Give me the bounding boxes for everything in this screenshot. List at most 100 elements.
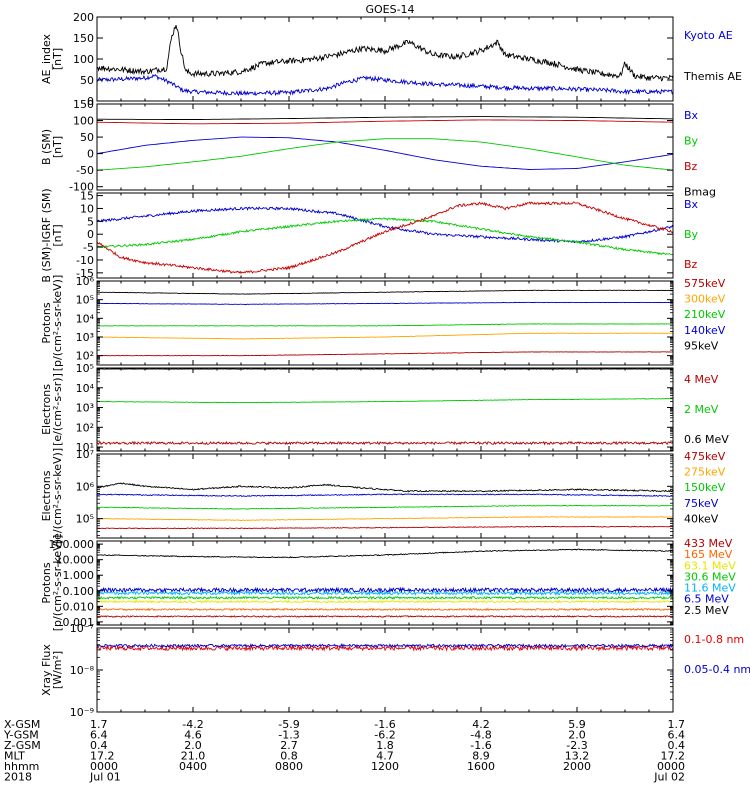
panel-ae: 0 50 100 150 200 AE_index[nT] Kyoto AE Themis A… <box>40 11 742 108</box>
y-axis-label: B (SM)-IGRF (SM)[nT] <box>40 188 64 282</box>
panel-xray: 10⁻⁹ 10⁻⁸ 10⁻⁷ Xray Flux[W/m²] 0.1-0.8 nm 0.0… <box>40 622 750 719</box>
ephemeris-value: 8.9 <box>472 750 490 763</box>
y-tick-label: 0.100 <box>63 585 95 598</box>
ephemeris-value: -1.6 <box>470 739 491 752</box>
legend-entry-protons_low-0: 575keV <box>684 277 726 290</box>
ephemeris-value: -2.3 <box>566 739 587 752</box>
ephemeris-value: 6.4 <box>90 729 108 742</box>
ephemeris-value: -4.8 <box>470 729 491 742</box>
series-line-protons_low-2 <box>97 323 673 327</box>
y-axis-label-line: Electrons <box>40 470 53 521</box>
legend-entry-bsm-0: Bx <box>684 109 699 122</box>
y-tick-label: 10⁻⁷ <box>70 622 94 635</box>
legend-entry-bsm-1: By <box>684 135 699 148</box>
panel-bsmigrf-series <box>97 201 673 275</box>
y-axis-label-line: AE_index <box>40 33 53 84</box>
y-tick-label: 10¹ <box>76 441 94 454</box>
y-tick-label: -50 <box>76 164 94 177</box>
ephemeris-value: 6.4 <box>668 729 686 742</box>
y-tick-label: 10⁵ <box>76 513 94 526</box>
ephemeris-value: 4.7 <box>376 750 394 763</box>
y-axis-label-line: [W/m²] <box>51 651 64 689</box>
ephemeris-row-label: hhmm <box>4 760 39 773</box>
y-axis-label-line: [e/(cm²-s-sr-keV)] <box>51 448 64 544</box>
ephemeris-value: 0800 <box>275 760 303 773</box>
y-axis-label-line: [nT] <box>51 48 64 70</box>
y-tick-label: 200 <box>73 11 94 24</box>
legend-entry-ae-0: Kyoto AE <box>684 29 733 42</box>
legend-entry-protons_high-2: 63.1 MeV <box>684 559 736 572</box>
y-axis-label-line: Protons <box>40 302 53 343</box>
series-line-protons_high-2 <box>97 599 673 604</box>
panel-protons_low: 10² 10³ 10⁴ 10⁵ 10⁶ Protons[p/(cm²-s-sr-keV)]… <box>40 275 726 372</box>
ephemeris-value: 17.2 <box>661 750 686 763</box>
legend-entry-electrons_mev-2: 0.6 MeV <box>684 433 729 446</box>
y-tick-label: 150 <box>73 98 94 111</box>
legend-entry-xray-1: 0.05-0.4 nm <box>684 663 750 676</box>
legend-entry-protons_low-2: 210keV <box>684 308 726 321</box>
legend-entry-ae-1: Themis AE <box>683 70 742 83</box>
series-line-electrons_kev-0 <box>97 525 673 530</box>
y-tick-label: 10.000 <box>56 554 95 567</box>
ephemeris-value: Jul 01 <box>89 771 121 784</box>
y-axis-label: Electrons[e/(cm²-s-sr-keV)] <box>40 448 64 544</box>
legend-entry-protons_high-4: 11.6 MeV <box>684 582 736 595</box>
panel-ae-series <box>97 24 673 97</box>
series-line-electrons_mev-0 <box>97 440 673 446</box>
legend-entry-bsm-3: Bmag <box>684 186 716 199</box>
panel-electrons_kev-series <box>97 482 673 530</box>
series-line-ae-1 <box>97 24 673 82</box>
series-line-electrons_kev-3 <box>97 493 673 498</box>
ephemeris-value: 1200 <box>371 760 399 773</box>
y-tick-label: 10² <box>76 350 94 363</box>
y-tick-label: 10⁶ <box>76 480 95 493</box>
y-axis-label: Xray Flux[W/m²] <box>40 644 64 696</box>
ephemeris-value: -1.6 <box>374 718 395 731</box>
y-tick-label: 15 <box>80 190 94 203</box>
series-line-electrons_kev-2 <box>97 504 673 510</box>
ephemeris-value: 2000 <box>563 760 591 773</box>
legend-entry-xray-0: 0.1-0.8 nm <box>684 633 744 646</box>
y-tick-label: 10⁴ <box>76 312 95 325</box>
series-line-protons_low-1 <box>97 332 673 340</box>
legend-entry-protons_high-1: 165 MeV <box>684 548 733 561</box>
ephemeris-value: 2.0 <box>184 739 202 752</box>
ephemeris-value: 0.4 <box>90 739 108 752</box>
legend-entry-protons_low-3: 140keV <box>684 324 726 337</box>
ephemeris-row-label: MLT <box>4 750 25 763</box>
y-tick-label: 10⁴ <box>76 382 95 395</box>
y-tick-label: 1.000 <box>63 569 95 582</box>
y-tick-label: 0 <box>87 148 94 161</box>
y-axis-label: B (SM)[nT] <box>40 129 64 165</box>
ephemeris-value: 0.4 <box>668 739 686 752</box>
ephemeris-value: -4.2 <box>182 718 203 731</box>
y-tick-label: 10⁵ <box>76 362 94 375</box>
panel-electrons_kev: 10⁵ 10⁶ 10⁷ Electrons[e/(cm²-s-sr-keV)] 475k… <box>40 448 726 544</box>
ephemeris-value: 0.8 <box>280 750 298 763</box>
ephemeris-value: 21.0 <box>181 750 206 763</box>
y-tick-label: 10 <box>80 202 94 215</box>
y-axis-label: Protons[p/(cm²-s-sr-keV)] <box>40 535 64 632</box>
y-axis-label-line: B (SM) <box>40 129 53 165</box>
legend-entry-protons_low-4: 95keV <box>684 339 719 352</box>
panel-frame <box>96 367 674 452</box>
ephemeris-value: 1.7 <box>668 718 686 731</box>
legend-entry-electrons_kev-3: 75keV <box>684 497 719 510</box>
legend-entry-protons_high-0: 433 MeV <box>684 537 733 550</box>
legend-entry-bsm-2: Bz <box>684 160 698 173</box>
ephemeris-value: -6.2 <box>374 729 395 742</box>
series-line-bsmigrf-0 <box>97 206 673 244</box>
y-tick-label: 10⁷ <box>76 448 94 461</box>
ephemeris-value: 2.7 <box>280 739 298 752</box>
y-axis-label-line: [nT] <box>51 224 64 246</box>
series-line-protons_high-1 <box>97 607 673 612</box>
legend-entry-bsmigrf-0: Bx <box>684 198 699 211</box>
y-tick-label: 5 <box>87 215 94 228</box>
series-line-bsmigrf-2 <box>97 201 673 275</box>
ephemeris-row-label: Z-GSM <box>4 739 41 752</box>
y-tick-label: 10⁵ <box>76 294 94 307</box>
chart-title: GOES-14 <box>365 3 414 16</box>
panel-electrons_mev: 10¹ 10² 10³ 10⁴ 10⁵ Electrons[e/(cm²-s-sr)] 4 … <box>40 362 729 454</box>
